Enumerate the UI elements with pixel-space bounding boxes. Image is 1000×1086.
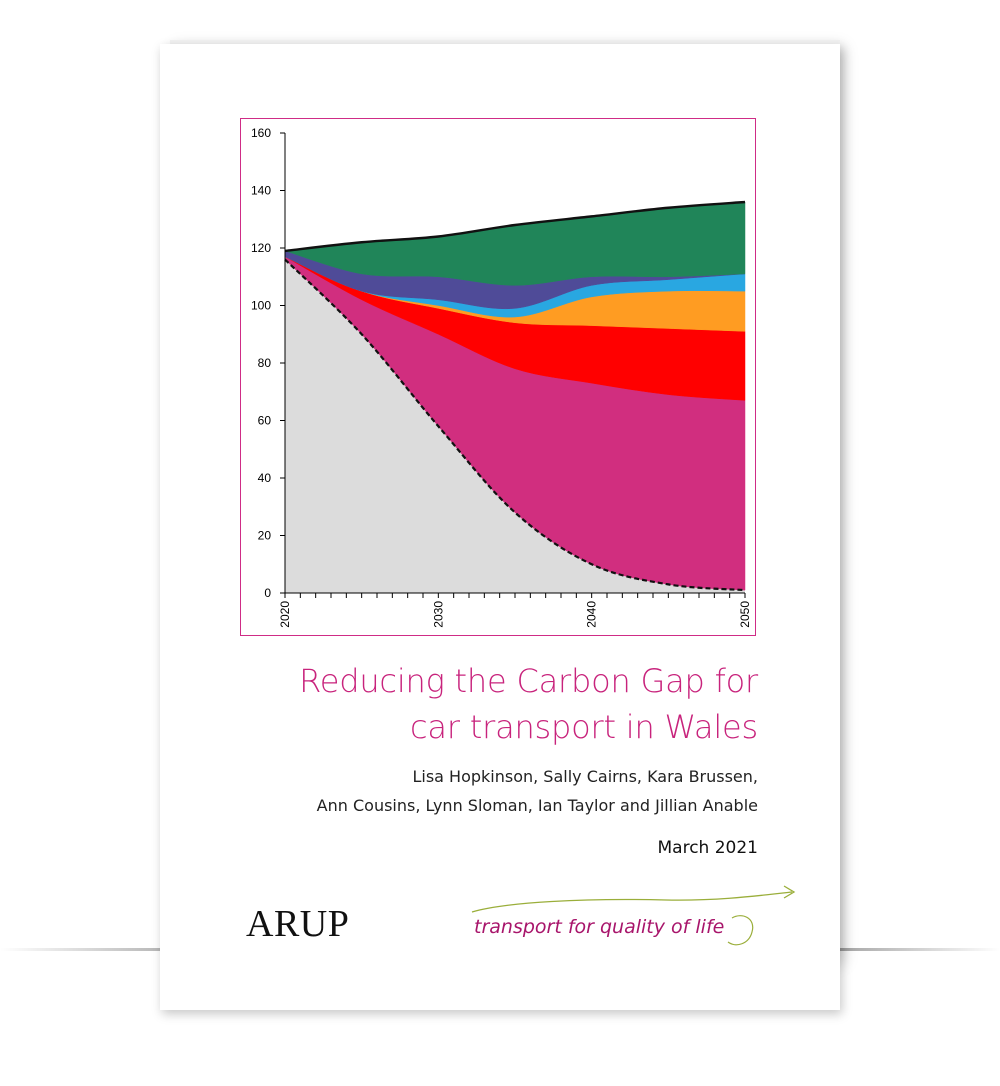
x-tick-label: 2040 — [585, 601, 599, 628]
x-tick-label: 2020 — [278, 601, 292, 628]
floor-shadow-left — [0, 948, 160, 951]
y-tick-label: 100 — [251, 299, 271, 313]
y-tick-label: 140 — [251, 184, 271, 198]
tql-logo-text: transport for quality of life — [474, 916, 725, 938]
chart-lines — [284, 200, 746, 592]
chart-areas — [284, 201, 746, 593]
authors: Lisa Hopkinson, Sally Cairns, Kara Bruss… — [317, 762, 758, 820]
y-tick-label: 160 — [251, 126, 271, 140]
baseline-area — [285, 259, 745, 593]
y-tick-label: 0 — [264, 586, 271, 600]
x-tick-label: 2030 — [431, 601, 445, 628]
baseline-dashed-line — [284, 258, 746, 592]
y-tick-label: 80 — [258, 356, 272, 370]
report-cover: 0 20 40 60 80 100 120 140 160 2020 2030 2040 2050 Re… — [160, 44, 840, 1010]
total-line — [284, 200, 746, 253]
report-title: Reducing the Carbon Gap for car transpor… — [299, 658, 758, 750]
publication-date: March 2021 — [657, 838, 759, 858]
y-tick-label: 120 — [251, 241, 271, 255]
y-tick-label: 40 — [258, 471, 272, 485]
cover-chart: 0 20 40 60 80 100 120 140 160 2020 2030 2040 2050 — [240, 118, 756, 636]
y-tick-label: 60 — [258, 414, 272, 428]
x-tick-label: 2050 — [738, 601, 752, 628]
tql-logo: transport for quality of life — [466, 882, 806, 954]
y-tick-label: 20 — [258, 529, 272, 543]
title-line-2: car transport in Wales — [410, 708, 758, 746]
authors-line-1: Lisa Hopkinson, Sally Cairns, Kara Bruss… — [412, 767, 758, 786]
floor-shadow-right — [840, 948, 1000, 951]
authors-line-2: Ann Cousins, Lynn Sloman, Ian Taylor and… — [316, 796, 758, 815]
arup-logo: ARUP — [246, 903, 350, 945]
tql-swoosh-icon — [471, 885, 796, 946]
title-line-1: Reducing the Carbon Gap for — [299, 662, 758, 700]
